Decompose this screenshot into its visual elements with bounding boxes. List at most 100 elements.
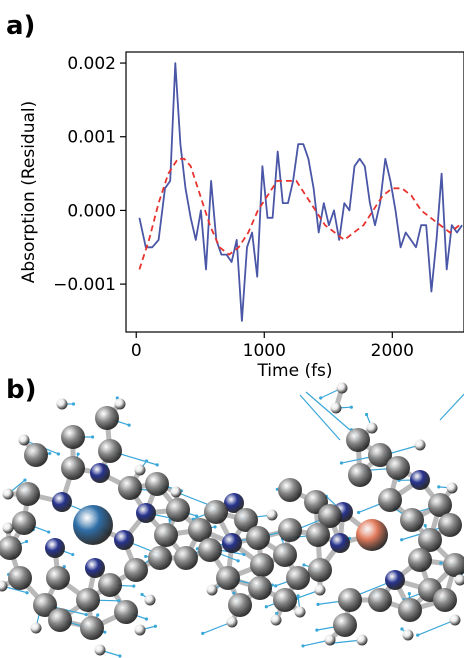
nitrogen-atom (224, 493, 244, 513)
carbon-atom (166, 498, 190, 522)
carbon-atom (438, 513, 462, 537)
carbon-atom (148, 546, 172, 570)
carbon-atom (145, 472, 169, 496)
nitrogen-atom (114, 530, 134, 550)
carbon-atom (16, 482, 40, 506)
series-layer (138, 62, 463, 322)
vector-tip (23, 478, 27, 482)
carbon-atom (368, 443, 392, 467)
carbon-atom (433, 588, 457, 612)
measured-series-line (138, 62, 463, 322)
vector-tip (439, 561, 443, 565)
fit-series-line (138, 157, 461, 270)
vector-tip (416, 633, 420, 637)
carbon-atom (80, 616, 104, 640)
hydrogen-atom (206, 584, 218, 596)
carbon-atom (76, 588, 100, 612)
carbon-atom (0, 536, 22, 560)
carbon-atom (278, 518, 302, 542)
metal-atom-left (73, 505, 113, 545)
metal-atom-right (356, 519, 388, 551)
vector-tip (302, 563, 306, 567)
x-axis: 0 1000 2000 (131, 332, 414, 361)
carbon-atom (308, 558, 332, 582)
displacement-vector (305, 391, 351, 431)
hydrogen-atom (402, 629, 414, 641)
carbon-atom (418, 528, 442, 552)
vector-tip (155, 463, 159, 467)
carbon-atom (24, 443, 48, 467)
nitrogen-atom (45, 538, 65, 558)
carbon-atom (124, 558, 148, 582)
hydrogen-atom (18, 434, 30, 446)
vector-tip (423, 524, 427, 528)
hydrogen-atom (114, 398, 126, 410)
vector-tip (213, 525, 217, 529)
hydrogen-atom (314, 584, 326, 596)
y-axis-title: Absorption (Residual) (19, 101, 39, 283)
vector-tip (103, 630, 107, 634)
vector-tip (232, 591, 236, 595)
carbon-atom (378, 488, 402, 512)
vector-tip (153, 624, 157, 628)
vector-tip (91, 435, 95, 439)
vector-tip (144, 617, 149, 621)
carbon-atom (408, 548, 432, 572)
vector-tip (296, 594, 300, 598)
carbon-atom (306, 523, 330, 547)
hydrogen-atom (330, 402, 342, 414)
vector-tip (140, 592, 144, 597)
vector-tip (117, 599, 121, 603)
carbon-atom (250, 553, 274, 577)
vector-tip (274, 584, 278, 588)
carbon-atom (398, 598, 422, 622)
carbon-atom (278, 478, 302, 502)
vector-tip (357, 510, 361, 515)
carbon-atom (400, 508, 424, 532)
vector-tip (144, 554, 148, 559)
vector-tip (25, 591, 29, 595)
panel-b-label: b) (6, 375, 37, 405)
carbon-atom (346, 428, 370, 452)
vector-tip (76, 452, 80, 456)
carbon-atom (12, 511, 36, 535)
carbon-atom (61, 456, 85, 480)
hydrogen-atom (356, 634, 368, 646)
vector-tip (24, 539, 29, 544)
vector-tip (319, 396, 323, 400)
displacement-vector (417, 619, 456, 636)
vector-tip (400, 538, 404, 542)
hydrogen-atom (446, 482, 458, 494)
nitrogen-atom (85, 558, 105, 578)
carbon-atom (61, 425, 85, 449)
carbon-atom (174, 546, 198, 570)
carbon-atom (118, 476, 142, 500)
displacement-vector (299, 394, 341, 441)
hydrogen-atom (170, 486, 182, 498)
vector-tip (316, 602, 320, 607)
plot-frame (125, 51, 464, 333)
carbon-atom (95, 406, 119, 430)
vector-tip (71, 552, 75, 557)
carbon-atom (273, 588, 297, 612)
carbon-atom (246, 526, 270, 550)
hydrogen-atom (449, 614, 461, 626)
vector-tip (56, 452, 61, 456)
vector-tip (437, 485, 441, 489)
carbon-atom (368, 588, 392, 612)
vector-tip (127, 423, 131, 427)
vector-tip (364, 412, 369, 417)
hydrogen-atom (294, 606, 306, 618)
vector-tip (132, 584, 136, 588)
molecule-atoms (0, 382, 464, 656)
x-tick-label-1: 1000 (243, 341, 286, 361)
nitrogen-atom (330, 533, 350, 553)
carbon-atom (98, 573, 122, 597)
y-tick-label-3: 0.002 (67, 54, 116, 74)
carbon-atom (154, 523, 178, 547)
carbon-atom (216, 566, 240, 590)
vector-tip (195, 514, 199, 518)
x-tick-label-0: 0 (131, 341, 142, 361)
hydrogen-atom (2, 522, 14, 534)
hydrogen-atom (226, 616, 238, 628)
